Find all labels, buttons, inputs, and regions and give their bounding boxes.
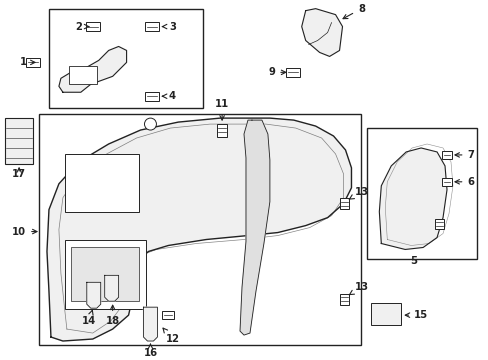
- Text: 11: 11: [215, 99, 229, 120]
- Bar: [26, 58, 40, 67]
- Bar: [49, 9, 203, 108]
- Polygon shape: [47, 118, 351, 341]
- Text: 13: 13: [348, 187, 367, 199]
- Bar: [339, 294, 348, 305]
- Bar: [69, 66, 97, 84]
- Text: 5: 5: [410, 256, 417, 266]
- Text: 7: 7: [454, 150, 473, 160]
- Text: 17: 17: [12, 169, 26, 179]
- Circle shape: [144, 118, 156, 130]
- Bar: [65, 154, 138, 212]
- Bar: [162, 311, 174, 319]
- Polygon shape: [301, 9, 342, 57]
- Text: 12: 12: [163, 328, 179, 344]
- Bar: [145, 22, 159, 31]
- Bar: [39, 114, 361, 345]
- Bar: [65, 239, 146, 309]
- Bar: [434, 219, 443, 229]
- Text: 8: 8: [343, 4, 364, 19]
- Text: 6: 6: [454, 177, 473, 187]
- Polygon shape: [59, 46, 126, 92]
- Text: 1: 1: [20, 57, 35, 67]
- Polygon shape: [240, 120, 269, 335]
- Bar: [5, 118, 33, 164]
- Polygon shape: [86, 282, 101, 308]
- Text: 9: 9: [268, 67, 285, 77]
- Polygon shape: [379, 148, 446, 249]
- Bar: [217, 123, 226, 136]
- Bar: [441, 151, 451, 159]
- Text: 13: 13: [348, 282, 367, 295]
- Bar: [366, 128, 476, 260]
- Text: 14: 14: [81, 310, 96, 326]
- Bar: [71, 247, 138, 301]
- Bar: [285, 68, 299, 77]
- Bar: [85, 22, 100, 31]
- Text: 15: 15: [405, 310, 427, 320]
- Text: 2: 2: [75, 22, 88, 32]
- Text: 18: 18: [105, 305, 120, 326]
- Polygon shape: [143, 307, 157, 341]
- Bar: [145, 92, 159, 101]
- Text: 16: 16: [143, 344, 157, 358]
- Text: 10: 10: [12, 226, 37, 237]
- Bar: [339, 198, 348, 209]
- Bar: [370, 303, 401, 325]
- Bar: [441, 178, 451, 186]
- Text: 3: 3: [162, 22, 175, 32]
- Polygon shape: [104, 275, 119, 301]
- Text: 4: 4: [162, 91, 176, 101]
